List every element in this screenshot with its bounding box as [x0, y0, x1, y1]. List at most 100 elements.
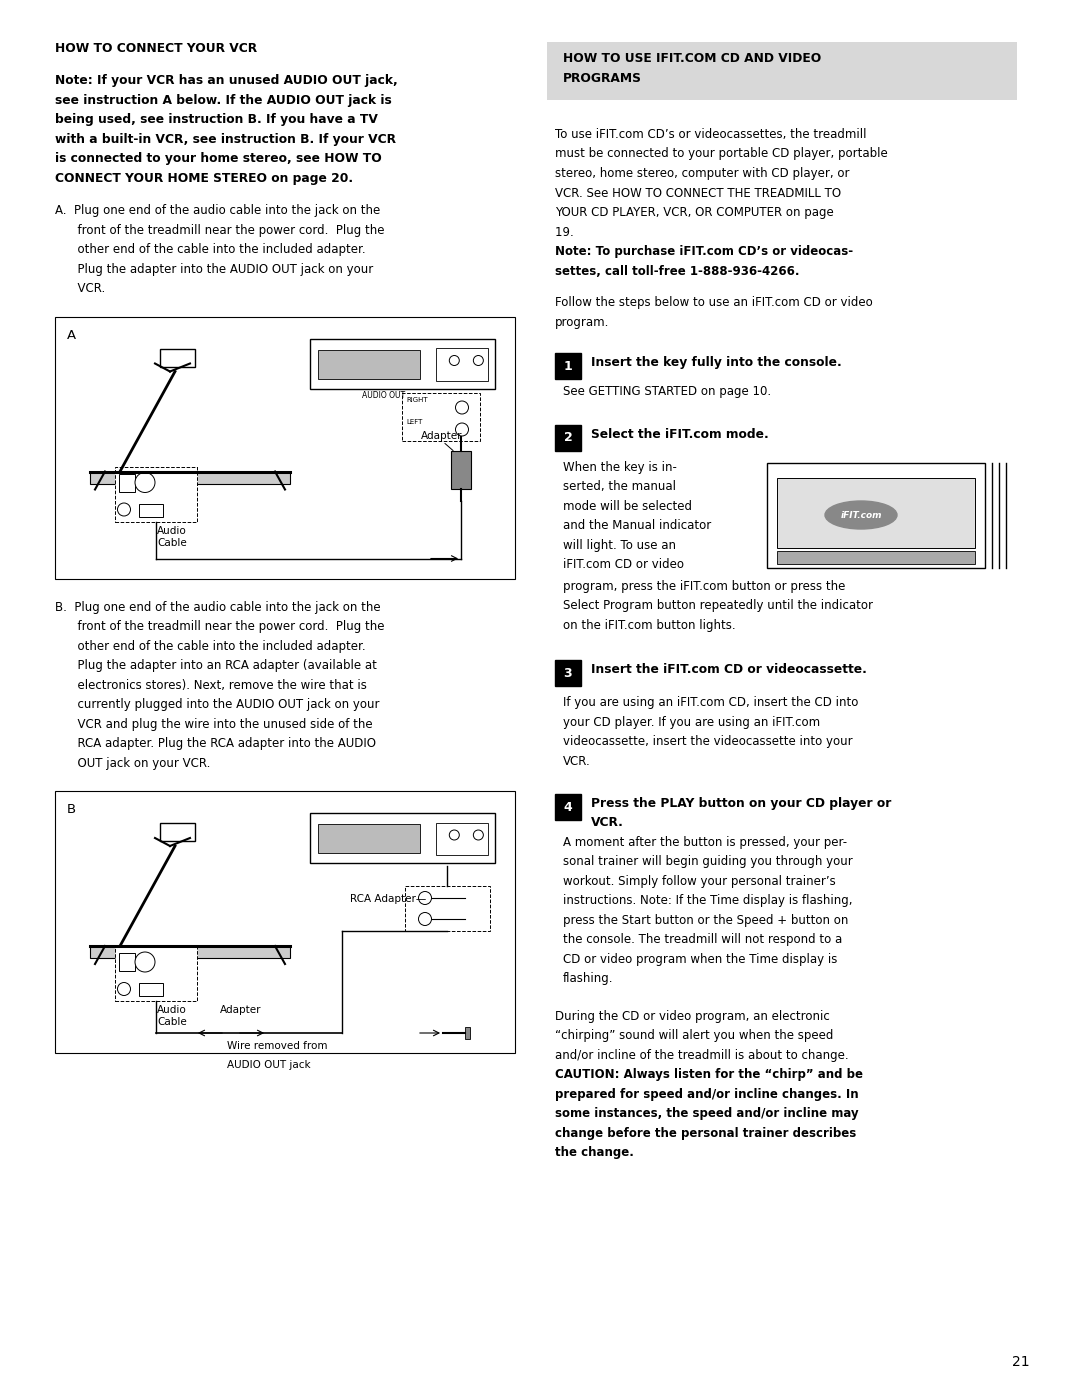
Text: A moment after the button is pressed, your per-: A moment after the button is pressed, yo… [563, 835, 847, 848]
Bar [555, 353, 581, 379]
Text: see instruction A below. If the AUDIO OUT jack is: see instruction A below. If the AUDIO OU… [55, 94, 392, 106]
Text: “chirping” sound will alert you when the speed: “chirping” sound will alert you when the… [555, 1030, 834, 1042]
Ellipse shape [825, 502, 897, 529]
Text: flashing.: flashing. [563, 972, 613, 985]
Text: VCR.: VCR. [591, 816, 624, 828]
Text: prepared for speed and/or incline changes. In: prepared for speed and/or incline change… [555, 1087, 859, 1101]
Text: B: B [67, 803, 76, 816]
Text: currently plugged into the AUDIO OUT jack on your: currently plugged into the AUDIO OUT jac… [55, 698, 379, 711]
Bar [119, 474, 135, 492]
Text: some instances, the speed and/or incline may: some instances, the speed and/or incline… [555, 1106, 859, 1120]
Text: 4: 4 [564, 800, 572, 813]
Text: HOW TO USE IFIT.COM CD AND VIDEO: HOW TO USE IFIT.COM CD AND VIDEO [563, 52, 821, 66]
Text: Plug the adapter into the AUDIO OUT jack on your: Plug the adapter into the AUDIO OUT jack… [55, 263, 374, 275]
Bar [405, 886, 490, 930]
Text: RCA adapter. Plug the RCA adapter into the AUDIO: RCA adapter. Plug the RCA adapter into t… [55, 738, 376, 750]
Text: being used, see instruction B. If you have a TV: being used, see instruction B. If you ha… [55, 113, 378, 126]
Text: 21: 21 [1012, 1355, 1030, 1369]
Text: will light. To use an: will light. To use an [563, 538, 676, 552]
Text: Adapter: Adapter [421, 430, 462, 440]
Bar [139, 983, 163, 996]
Ellipse shape [456, 401, 469, 414]
Text: is connected to your home stereo, see HOW TO: is connected to your home stereo, see HO… [55, 152, 381, 165]
Bar [555, 793, 581, 820]
Text: sonal trainer will begin guiding you through your: sonal trainer will begin guiding you thr… [563, 855, 853, 868]
Text: A: A [67, 328, 76, 341]
Bar [119, 953, 135, 971]
Bar [139, 503, 163, 517]
Bar [777, 478, 975, 548]
Text: Select the iFIT.com mode.: Select the iFIT.com mode. [591, 427, 769, 440]
Text: AUDIO OUT jack: AUDIO OUT jack [227, 1060, 311, 1070]
Ellipse shape [118, 503, 131, 515]
Text: See GETTING STARTED on page 10.: See GETTING STARTED on page 10. [563, 386, 771, 398]
Text: VCR.: VCR. [55, 282, 105, 295]
Text: Adapter: Adapter [220, 1004, 261, 1016]
Text: your CD player. If you are using an iFIT.com: your CD player. If you are using an iFIT… [563, 715, 820, 728]
Ellipse shape [135, 472, 156, 493]
Text: other end of the cable into the included adapter.: other end of the cable into the included… [55, 243, 366, 256]
Text: the console. The treadmill will not respond to a: the console. The treadmill will not resp… [563, 933, 842, 946]
Text: and/or incline of the treadmill is about to change.: and/or incline of the treadmill is about… [555, 1049, 849, 1062]
Text: the change.: the change. [555, 1146, 634, 1160]
Ellipse shape [449, 830, 459, 840]
Text: other end of the cable into the included adapter.: other end of the cable into the included… [55, 640, 366, 652]
Bar [90, 472, 291, 483]
Text: Press the PLAY button on your CD player or: Press the PLAY button on your CD player … [591, 798, 891, 810]
Text: RIGHT: RIGHT [406, 397, 428, 402]
Text: VCR and plug the wire into the unused side of the: VCR and plug the wire into the unused si… [55, 718, 373, 731]
Text: iFIT.com: iFIT.com [840, 510, 881, 520]
Text: serted, the manual: serted, the manual [563, 481, 676, 493]
Text: 2: 2 [564, 432, 572, 444]
Bar [310, 338, 495, 388]
Text: mode will be selected: mode will be selected [563, 500, 692, 513]
Text: Note: If your VCR has an unused AUDIO OUT jack,: Note: If your VCR has an unused AUDIO OU… [55, 74, 397, 87]
Ellipse shape [473, 830, 484, 840]
Bar [436, 348, 487, 380]
Bar [318, 824, 420, 854]
Text: 1: 1 [564, 359, 572, 373]
Text: AUDIO OUT: AUDIO OUT [362, 391, 405, 400]
Text: During the CD or video program, an electronic: During the CD or video program, an elect… [555, 1010, 829, 1023]
Ellipse shape [135, 951, 156, 972]
Text: PROGRAMS: PROGRAMS [563, 71, 642, 84]
Bar [767, 462, 985, 567]
Bar [160, 348, 195, 366]
Text: LEFT: LEFT [406, 419, 422, 425]
Text: Wire removed from: Wire removed from [227, 1041, 327, 1051]
Bar [55, 317, 515, 578]
Text: Insert the key fully into the console.: Insert the key fully into the console. [591, 356, 841, 369]
Text: with a built-in VCR, see instruction B. If your VCR: with a built-in VCR, see instruction B. … [55, 133, 396, 145]
Bar [555, 659, 581, 686]
Text: iFIT.com CD or video: iFIT.com CD or video [563, 557, 684, 571]
Ellipse shape [419, 891, 432, 904]
Text: A.  Plug one end of the audio cable into the jack on the: A. Plug one end of the audio cable into … [55, 204, 380, 217]
Text: program, press the iFIT.com button or press the: program, press the iFIT.com button or pr… [563, 580, 846, 592]
Text: settes, call toll-free 1-888-936-4266.: settes, call toll-free 1-888-936-4266. [555, 264, 799, 278]
Text: change before the personal trainer describes: change before the personal trainer descr… [555, 1126, 856, 1140]
Bar [310, 813, 495, 863]
Text: OUT jack on your VCR.: OUT jack on your VCR. [55, 757, 211, 770]
Text: CD or video program when the Time display is: CD or video program when the Time displa… [563, 953, 837, 965]
Bar [555, 425, 581, 450]
Bar [465, 1027, 470, 1039]
Text: must be connected to your portable CD player, portable: must be connected to your portable CD pl… [555, 148, 888, 161]
Text: HOW TO CONNECT YOUR VCR: HOW TO CONNECT YOUR VCR [55, 42, 257, 54]
Text: front of the treadmill near the power cord.  Plug the: front of the treadmill near the power co… [55, 620, 384, 633]
Text: If you are using an iFIT.com CD, insert the CD into: If you are using an iFIT.com CD, insert … [563, 696, 859, 710]
Text: Follow the steps below to use an iFIT.com CD or video: Follow the steps below to use an iFIT.co… [555, 296, 873, 309]
Bar [777, 550, 975, 563]
Text: To use iFIT.com CD’s or videocassettes, the treadmill: To use iFIT.com CD’s or videocassettes, … [555, 129, 866, 141]
Ellipse shape [473, 355, 484, 366]
Text: videocassette, insert the videocassette into your: videocassette, insert the videocassette … [563, 735, 852, 747]
Text: and the Manual indicator: and the Manual indicator [563, 520, 712, 532]
Text: 19.: 19. [555, 225, 578, 239]
Bar [436, 823, 487, 855]
Text: Plug the adapter into an RCA adapter (available at: Plug the adapter into an RCA adapter (av… [55, 659, 377, 672]
Bar [318, 349, 420, 379]
Text: instructions. Note: If the Time display is flashing,: instructions. Note: If the Time display … [563, 894, 852, 907]
Bar [90, 946, 291, 958]
Bar [546, 42, 1017, 101]
Text: B.  Plug one end of the audio cable into the jack on the: B. Plug one end of the audio cable into … [55, 601, 380, 613]
Bar [114, 946, 197, 1002]
